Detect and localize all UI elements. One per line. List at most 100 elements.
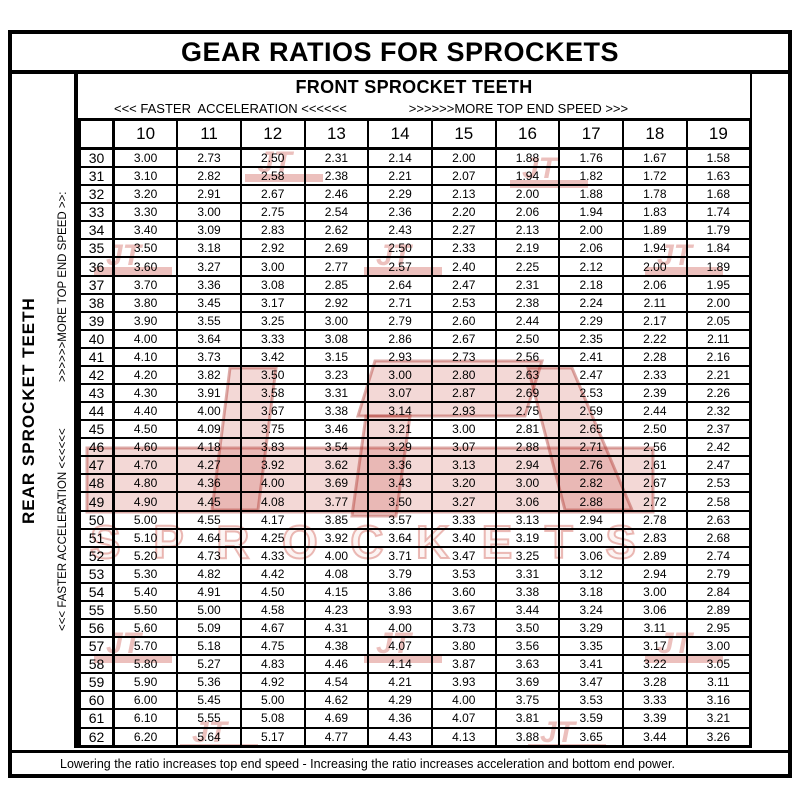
rear-teeth-cell: 36	[78, 256, 115, 277]
ratio-cell: 2.46	[303, 184, 370, 205]
ratio-cell: 4.14	[367, 654, 433, 675]
ratio-cell: 2.88	[558, 491, 624, 512]
ratio-cell: 2.81	[494, 419, 561, 440]
ratio-cell: 4.07	[430, 708, 497, 729]
rear-teeth-cell: 53	[78, 563, 115, 584]
gear-ratio-table: 10 11 12 13 14 15 16 17 18 19 30 3.00 2.73 2.50 2.31 2…	[78, 118, 752, 748]
ratio-cell: 3.30	[112, 202, 179, 223]
ratio-cell: 4.73	[176, 545, 242, 566]
table-row: 51 5.10 4.64 4.25 3.92 3.64 3.40 3.19 3.00 2.83 2.…	[78, 527, 752, 548]
ratio-cell: 4.00	[367, 618, 433, 639]
ratio-cell: 4.13	[430, 726, 497, 748]
ratio-cell: 2.13	[494, 220, 561, 241]
ratio-cell: 2.50	[494, 328, 561, 349]
ratio-cell: 3.62	[303, 455, 370, 476]
table-row: 47 4.70 4.27 3.92 3.62 3.36 3.13 2.94 2.76 2.61 2.…	[78, 455, 752, 476]
ratio-cell: 3.57	[367, 509, 433, 530]
ratio-cell: 1.79	[685, 220, 752, 241]
ratio-cell: 3.08	[303, 328, 370, 349]
ratio-cell: 3.17	[239, 292, 306, 313]
ratio-cell: 5.00	[112, 509, 179, 530]
rear-teeth-cell: 45	[78, 419, 115, 440]
ratio-cell: 3.50	[112, 238, 179, 259]
table-row: 52 5.20 4.73 4.33 4.00 3.71 3.47 3.25 3.06 2.89 2.…	[78, 545, 752, 566]
ratio-cell: 2.71	[558, 437, 624, 458]
ratio-cell: 4.69	[303, 708, 370, 729]
ratio-cell: 3.23	[303, 364, 370, 386]
table-row: 30 3.00 2.73 2.50 2.31 2.14 2.00 1.88 1.76 1.67 1.…	[78, 147, 752, 169]
ratio-cell: 3.44	[494, 599, 561, 621]
ratio-cell: 1.94	[558, 202, 624, 223]
ratio-cell: 3.13	[430, 455, 497, 476]
ratio-cell: 2.73	[176, 147, 242, 169]
ratio-cell: 2.53	[430, 292, 497, 313]
table-row: 60 6.00 5.45 5.00 4.62 4.29 4.00 3.75 3.53 3.33 3.…	[78, 690, 752, 711]
ratio-cell: 2.72	[622, 491, 688, 512]
ratio-cell: 4.46	[303, 654, 370, 675]
ratio-cell: 4.09	[176, 419, 242, 440]
ratio-cell: 2.83	[622, 527, 688, 548]
table-row: 61 6.10 5.55 5.08 4.69 4.36 4.07 3.81 3.59 3.39 3.…	[78, 708, 752, 729]
ratio-cell: 2.50	[367, 238, 433, 259]
ratio-cell: 3.58	[239, 383, 306, 404]
ratio-cell: 2.94	[494, 455, 561, 476]
ratio-cell: 1.94	[494, 166, 561, 187]
more-top-end-speed-label: >>>>>>MORE TOP END SPEED >>>	[408, 101, 629, 116]
ratio-cell: 4.27	[176, 455, 242, 476]
ratio-cell: 3.10	[112, 166, 179, 187]
ratio-cell: 5.17	[239, 726, 306, 748]
ratio-cell: 3.36	[367, 455, 433, 476]
rear-teeth-cell: 43	[78, 383, 115, 404]
table-row: 59 5.90 5.36 4.92 4.54 4.21 3.93 3.69 3.47 3.28 3.…	[78, 672, 752, 693]
ratio-cell: 3.85	[303, 509, 370, 530]
rear-teeth-cell: 41	[78, 346, 115, 367]
ratio-cell: 2.63	[494, 364, 561, 386]
ratio-cell: 5.50	[112, 599, 179, 621]
ratio-cell: 3.69	[303, 473, 370, 494]
front-teeth-header-cell: 19	[685, 118, 752, 150]
rear-teeth-cell: 50	[78, 509, 115, 530]
ratio-cell: 2.53	[558, 383, 624, 404]
table-row: 45 4.50 4.09 3.75 3.46 3.21 3.00 2.81 2.65 2.50 2.…	[78, 419, 752, 440]
front-sprocket-teeth-header: FRONT SPROCKET TEETH	[295, 77, 533, 97]
rear-teeth-cell: 51	[78, 527, 115, 548]
ratio-cell: 4.07	[367, 636, 433, 657]
ratio-cell: 4.21	[367, 672, 433, 693]
ratio-cell: 2.94	[622, 563, 688, 584]
ratio-cell: 3.83	[239, 437, 306, 458]
ratio-cell: 2.83	[239, 220, 306, 241]
rear-teeth-cell: 47	[78, 455, 115, 476]
ratio-cell: 2.95	[685, 618, 752, 639]
ratio-cell: 4.50	[112, 419, 179, 440]
ratio-cell: 1.84	[685, 238, 752, 259]
ratio-cell: 3.17	[622, 636, 688, 657]
ratio-cell: 2.17	[622, 310, 688, 331]
ratio-cell: 2.50	[239, 147, 306, 169]
ratio-cell: 4.15	[303, 581, 370, 602]
table-row: 40 4.00 3.64 3.33 3.08 2.86 2.67 2.50 2.35 2.22 2.…	[78, 328, 752, 349]
ratio-cell: 3.87	[430, 654, 497, 675]
ratio-cell: 1.63	[685, 166, 752, 187]
ratio-cell: 2.31	[494, 274, 561, 295]
ratio-cell: 2.89	[622, 545, 688, 566]
ratio-cell: 5.20	[112, 545, 179, 566]
ratio-cell: 2.16	[685, 346, 752, 367]
table-row: 35 3.50 3.18 2.92 2.69 2.50 2.33 2.19 2.06 1.94 1.…	[78, 238, 752, 259]
rear-teeth-cell: 48	[78, 473, 115, 494]
ratio-cell: 6.20	[112, 726, 179, 748]
table-row: 33 3.30 3.00 2.75 2.54 2.36 2.20 2.06 1.94 1.83 1.…	[78, 202, 752, 223]
ratio-cell: 3.21	[367, 419, 433, 440]
front-teeth-header-cell: 16	[494, 118, 561, 150]
ratio-cell: 2.59	[558, 401, 624, 422]
ratio-cell: 1.88	[494, 147, 561, 169]
ratio-cell: 2.73	[430, 346, 497, 367]
ratio-cell: 3.00	[685, 636, 752, 657]
table-row: 50 5.00 4.55 4.17 3.85 3.57 3.33 3.13 2.94 2.78 2.…	[78, 509, 752, 530]
ratio-cell: 1.89	[622, 220, 688, 241]
ratio-cell: 2.38	[494, 292, 561, 313]
ratio-cell: 4.08	[239, 491, 306, 512]
ratio-cell: 6.00	[112, 690, 179, 711]
ratio-cell: 2.82	[176, 166, 242, 187]
ratio-cell: 4.36	[176, 473, 242, 494]
ratio-cell: 2.35	[558, 328, 624, 349]
